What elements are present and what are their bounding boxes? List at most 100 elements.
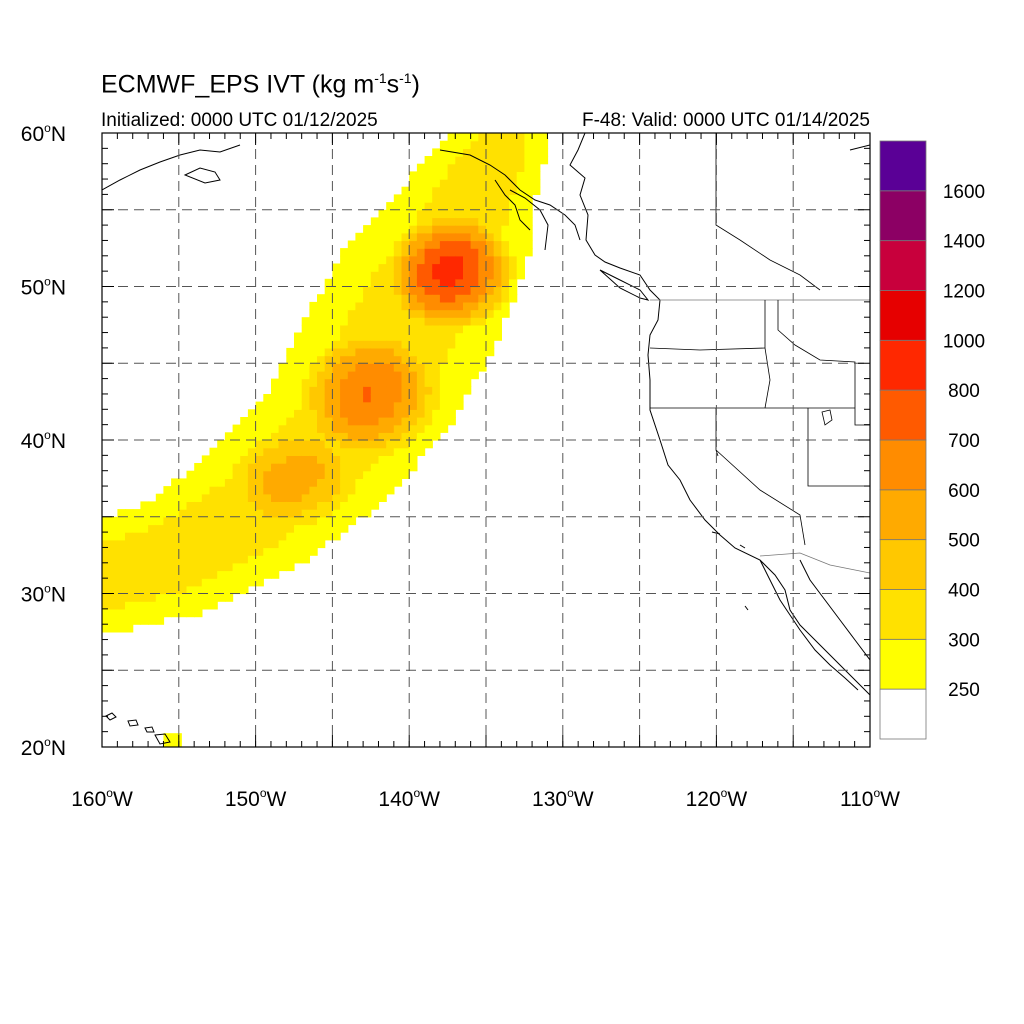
ivt-cell	[271, 424, 280, 433]
ivt-cell	[386, 340, 395, 349]
ivt-cell	[424, 409, 433, 418]
ivt-cell	[186, 570, 195, 579]
ivt-cell	[378, 370, 387, 380]
ivt-cell	[401, 424, 410, 433]
ivt-cell	[478, 286, 487, 295]
ivt-cell	[340, 493, 349, 502]
ivt-cell	[409, 248, 418, 257]
ivt-cell	[370, 501, 380, 510]
ivt-cell	[516, 133, 525, 142]
ivt-cell	[516, 248, 525, 257]
ivt-cell	[386, 271, 395, 280]
ivt-cell	[117, 578, 126, 587]
ivt-cell	[255, 547, 264, 556]
ivt-cell	[378, 409, 387, 418]
border-ca-nv	[715, 408, 806, 546]
ivt-cell	[224, 593, 234, 602]
ivt-cell	[493, 156, 502, 165]
ivt-cell	[140, 616, 149, 625]
ivt-cell	[247, 578, 257, 587]
ivt-cell	[393, 294, 403, 303]
ivt-cell	[424, 179, 433, 188]
ivt-cell	[148, 593, 157, 602]
ivt-cell	[163, 578, 172, 587]
ivt-cell	[132, 616, 141, 625]
ivt-cell	[363, 240, 372, 249]
ivt-cell	[516, 194, 525, 203]
ivt-cell	[102, 616, 111, 625]
ivt-cell	[117, 547, 126, 556]
ivt-cell	[386, 255, 395, 265]
ivt-cell	[347, 447, 357, 456]
ivt-cell	[409, 301, 418, 311]
ivt-cell	[386, 225, 395, 234]
ivt-cell	[347, 278, 357, 288]
ivt-cell	[263, 463, 272, 472]
ivt-cell	[447, 317, 456, 326]
ivt-cell	[401, 278, 410, 288]
ivt-cell	[340, 263, 349, 272]
ivt-cell	[509, 133, 518, 142]
ivt-cell	[240, 478, 249, 487]
ivt-cell	[263, 570, 272, 579]
ivt-cell	[393, 424, 403, 433]
ivt-cell	[493, 171, 502, 180]
ivt-cell	[240, 524, 249, 533]
ivt-cell	[455, 232, 464, 242]
coastline-baja	[759, 559, 859, 691]
ivt-cell	[393, 271, 403, 280]
ivt-cell	[247, 509, 257, 518]
ivt-cell	[416, 378, 426, 387]
ivt-cell	[324, 440, 333, 449]
coastline-alaska-peninsula	[102, 144, 241, 191]
ivt-cell	[155, 578, 165, 587]
ivt-cell	[363, 278, 372, 288]
ivt-cell	[309, 532, 318, 541]
ivt-cell	[140, 570, 149, 579]
ivt-cell	[324, 286, 333, 295]
ivt-cell	[470, 370, 479, 380]
ivt-cell	[201, 516, 211, 526]
ivt-cell	[140, 578, 149, 587]
ivt-cell	[255, 478, 264, 487]
ivt-cell	[486, 240, 495, 249]
ivt-cell	[178, 501, 188, 510]
ivt-cell	[317, 340, 326, 349]
ivt-cell	[186, 578, 195, 587]
ivt-cell	[439, 301, 449, 311]
ivt-cell	[470, 217, 479, 226]
ivt-cell	[347, 332, 357, 341]
ivt-cell	[493, 232, 502, 242]
ivt-cell	[470, 232, 479, 242]
ivt-cell	[370, 463, 380, 472]
ivt-cell	[117, 593, 126, 602]
ivt-cell	[217, 555, 226, 564]
ivt-cell	[294, 332, 303, 341]
ivt-cell	[501, 263, 510, 272]
ivt-cell	[317, 294, 326, 303]
ivt-cell	[109, 547, 118, 556]
lon-label: 140oW	[378, 786, 440, 811]
ivt-cell	[355, 332, 364, 341]
ivt-cell	[340, 401, 349, 410]
ivt-cell	[132, 593, 141, 602]
ivt-cell	[317, 455, 326, 464]
ivt-cell	[447, 194, 456, 203]
ivt-cell	[493, 140, 502, 149]
ivt-cell	[163, 493, 172, 502]
ivt-cell	[355, 478, 364, 487]
ivt-cell	[470, 355, 479, 364]
ivt-cell	[409, 447, 418, 456]
ivt-cell	[117, 601, 126, 610]
ivt-cell	[301, 417, 310, 426]
ivt-cell	[186, 555, 195, 564]
ivt-cell	[301, 486, 310, 495]
ivt-cell	[125, 516, 134, 526]
ivt-cell	[232, 463, 241, 472]
ivt-cell	[148, 539, 157, 549]
ivt-cell	[271, 463, 280, 472]
ivt-cell	[393, 455, 403, 464]
ivt-cell	[271, 432, 280, 441]
ivt-cell	[332, 278, 341, 288]
ivt-cell	[439, 309, 449, 318]
